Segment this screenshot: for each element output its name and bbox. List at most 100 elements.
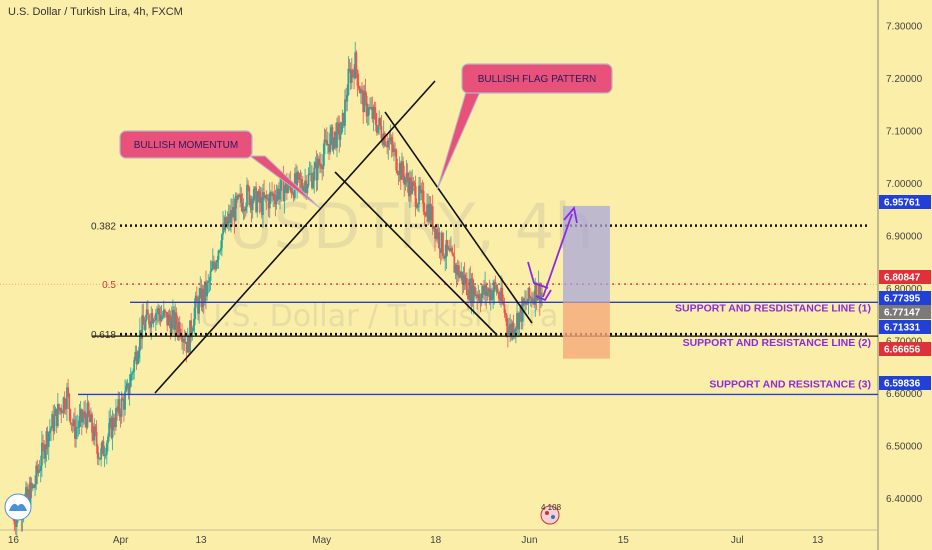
price-axis[interactable]: 7.30000 7.20000 7.10000 7.00000 6.90000 6.800… [886,22,923,505]
candle-body [276,188,279,196]
candle-body [60,408,63,413]
candle-body [356,70,359,86]
candle-body [453,256,456,273]
candle-body [300,179,303,188]
candle-body [401,161,403,180]
candle-body [231,210,234,218]
candle-body [508,330,510,335]
candle-body [330,127,333,134]
candle-body [277,188,280,200]
candle-body [165,312,167,313]
candle-body [538,283,541,304]
candle-body [390,137,393,145]
candle-body [251,201,254,210]
price-tag-label: 6.71331 [884,323,921,334]
tradingview-logo-icon[interactable] [4,493,32,521]
candle-body [464,278,467,286]
candle-body [348,68,351,70]
candle-body [312,181,314,188]
candle-body [309,173,312,174]
candle-body [463,274,466,286]
candle-body [528,287,531,299]
candle-body [167,314,170,326]
candle-body [413,182,416,187]
candle-body [156,312,158,314]
candle-body [355,52,358,71]
candle-body [471,278,474,304]
candle-body [144,319,147,330]
candle-body [135,351,138,364]
time-axis[interactable]: 16 Apr 13 May 18 Jun 15 Jul 13 [8,535,824,546]
candle-body [107,436,109,444]
candle-body [255,187,257,212]
flag-upper-boundary [384,111,533,324]
fib-level-label: 0.382 [91,222,116,233]
candle-body [432,226,435,230]
candle-body [497,291,500,299]
candle-body [260,197,263,215]
candle-body [377,125,379,133]
candle-body [241,202,244,212]
candle-body [242,208,245,212]
candle-body [297,172,300,174]
candle-body [470,278,473,302]
candle-body [516,313,518,328]
candle-body [56,404,59,427]
y-tick-label: 7.30000 [886,22,923,33]
candle-body [311,173,313,188]
candle-body [243,208,246,212]
candle-body [210,268,213,272]
candle-body [520,305,523,322]
candle-body [341,112,344,123]
candle-body [150,313,153,328]
candle-body [484,284,487,295]
flag-lower-boundary [334,171,498,336]
candle-body [419,185,422,194]
candle-body [187,336,190,353]
candle-body [43,444,46,459]
candle-body [116,408,118,412]
idea-indicator-icon[interactable]: 4 108 [540,503,562,525]
candle-body [465,278,468,296]
candle-body [370,107,373,109]
candle-body [489,290,492,301]
candle-body [499,298,501,301]
candle-body [84,411,87,419]
price-tag [879,376,931,390]
price-tag [879,342,931,356]
candle-body [38,469,41,472]
candle-body [133,359,136,372]
candle-body [254,187,256,189]
candle-body [323,139,326,155]
candle-body [123,399,125,410]
candle-body [395,149,398,171]
candle-body [307,174,310,186]
candle-body [159,314,162,321]
candle-body [226,219,229,227]
candle-body [82,418,84,423]
candle-body [44,449,47,459]
candle-body [14,524,17,527]
candle-body [93,426,96,441]
candle-body [373,107,376,113]
candle-body [322,154,325,169]
candle-body [381,138,384,145]
candle-body [345,99,348,102]
candle-body [100,448,103,460]
candle-body [274,199,277,205]
candle-body [102,441,105,456]
price-tag-label: 6.80847 [884,273,921,284]
candle-body [437,232,440,240]
candle-body [446,240,449,250]
candle-body [58,404,60,411]
candle-body [52,414,55,432]
candle-body [124,391,126,410]
candle-body [115,408,117,428]
candle-body [76,427,79,429]
candle-body [424,215,427,217]
candle-body [439,249,442,253]
candle-body [174,312,177,330]
support-resistance-lines: SUPPORT AND RESDISTANCE LINE (1) SUPPORT … [78,301,878,396]
candle-body [104,454,107,456]
